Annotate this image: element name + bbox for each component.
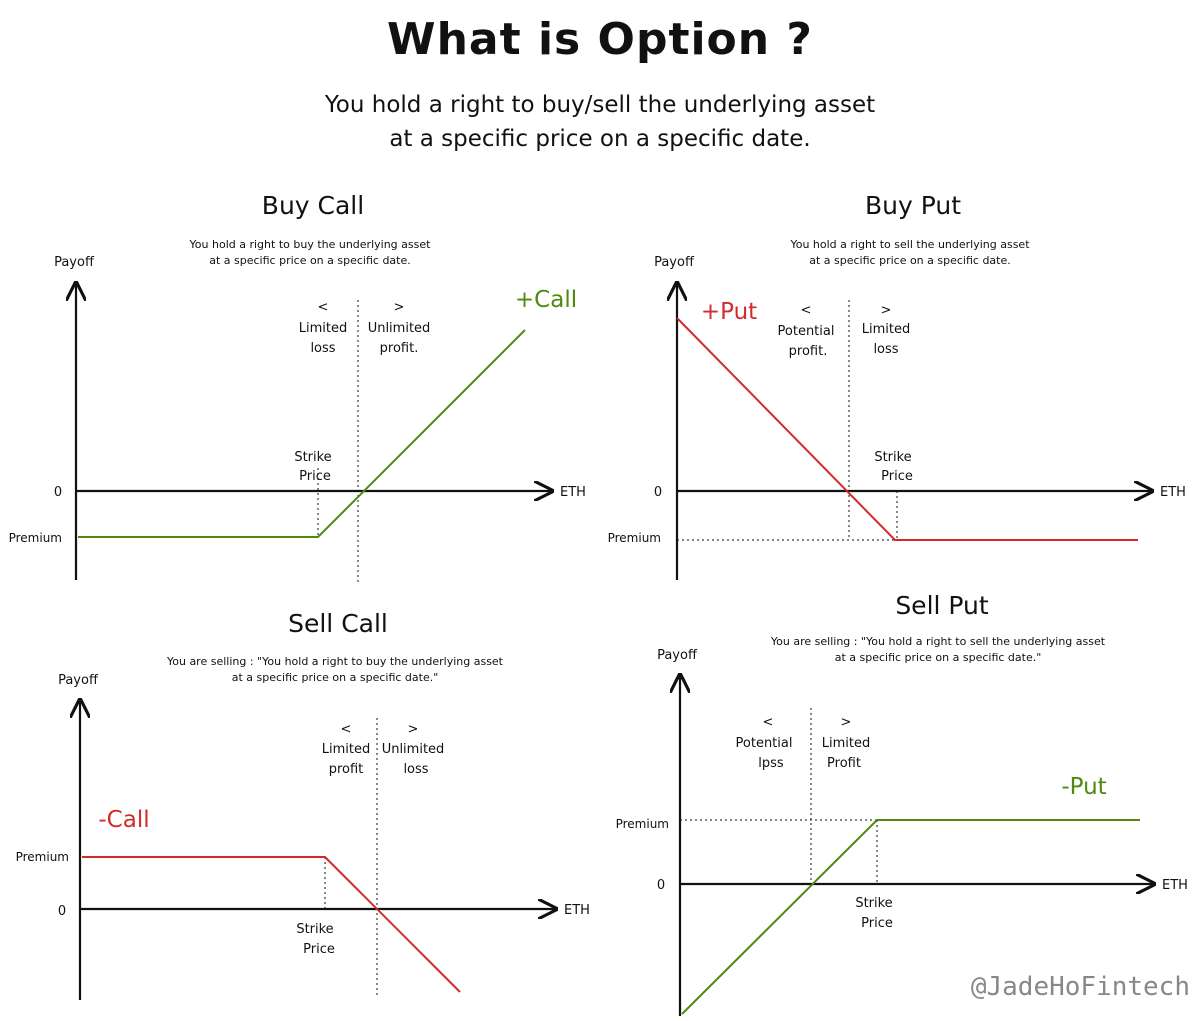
left-region-label-2: loss (310, 341, 335, 356)
panel-description-line-1: You are selling : "You hold a right to b… (166, 655, 504, 668)
strike-label-2: Price (303, 942, 335, 957)
premium-label: Premium (608, 531, 661, 545)
payoff-line (82, 856, 461, 993)
subtitle-line-1: You hold a right to buy/sell the underly… (324, 92, 876, 118)
left-arrow-glyph: < (341, 722, 352, 737)
right-region-label-2: Profit (827, 756, 861, 771)
page-title: What is Option ? (387, 14, 813, 65)
zero-label: 0 (58, 904, 66, 919)
y-axis-label: Payoff (54, 255, 95, 270)
strike-label-2: Price (881, 469, 913, 484)
panel-description-line-1: You hold a right to buy the underlying a… (189, 238, 432, 251)
right-arrow-glyph: > (841, 715, 852, 730)
left-arrow-glyph: < (763, 715, 774, 730)
payoff-line (681, 819, 1140, 1015)
strike-label-2: Price (861, 916, 893, 931)
x-axis-label: ETH (1162, 878, 1188, 893)
payoff-line (78, 329, 526, 538)
left-region-label-1: Potential (736, 736, 793, 751)
panel-description-line-1: You hold a right to sell the underlying … (789, 238, 1030, 251)
panel-description-line-2: at a specific price on a specific date. (809, 254, 1011, 267)
left-arrow-glyph: < (318, 300, 329, 315)
left-region-label-1: Limited (299, 321, 347, 336)
strike-label-2: Price (299, 469, 331, 484)
y-axis-label: Payoff (654, 255, 695, 270)
right-region-label-1: Unlimited (368, 321, 431, 336)
panel-description-line-2: at a specific price on a specific date." (835, 651, 1042, 664)
zero-label: 0 (657, 878, 665, 893)
panel-sell-call: Sell Call You are selling : "You hold a … (16, 609, 590, 1000)
left-region-label-1: Limited (322, 742, 370, 757)
panel-description-line-2: at a specific price on a specific date." (232, 671, 439, 684)
left-arrow-glyph: < (801, 303, 812, 318)
right-region-label-2: loss (403, 762, 428, 777)
strike-label-1: Strike (294, 450, 331, 465)
strike-label-1: Strike (296, 922, 333, 937)
payoff-line-label: +Put (701, 299, 757, 325)
panel-title: Buy Put (865, 191, 961, 220)
zero-label: 0 (654, 485, 662, 500)
right-arrow-glyph: > (394, 300, 405, 315)
panel-title: Sell Put (895, 591, 989, 620)
premium-label: Premium (616, 817, 669, 831)
x-axis-label: ETH (1160, 485, 1186, 500)
right-region-label-2: loss (873, 342, 898, 357)
left-region-label-2: profit (329, 762, 364, 777)
strike-label-1: Strike (874, 450, 911, 465)
strike-label-1: Strike (855, 896, 892, 911)
right-region-label-1: Limited (822, 736, 870, 751)
watermark: @JadeHoFintech (970, 972, 1190, 1002)
right-arrow-glyph: > (881, 303, 892, 318)
subtitle-line-2: at a specific price on a specific date. (389, 126, 811, 152)
payoff-line-label: -Call (98, 807, 149, 833)
panel-title: Buy Call (262, 191, 364, 220)
panel-sell-put: Sell Put You are selling : "You hold a r… (616, 591, 1188, 1016)
right-region-label-2: profit. (380, 341, 419, 356)
left-region-label-1: Potential (778, 324, 835, 339)
panel-title: Sell Call (288, 609, 388, 638)
payoff-line-label: -Put (1061, 774, 1106, 800)
y-axis-label: Payoff (657, 648, 698, 663)
payoff-line-label: +Call (515, 287, 577, 313)
zero-label: 0 (54, 485, 62, 500)
x-axis-label: ETH (564, 903, 590, 918)
panel-buy-call: Buy Call You hold a right to buy the und… (9, 191, 586, 582)
payoff-line (676, 317, 1138, 541)
left-region-label-2: lpss (758, 756, 784, 771)
panel-description-line-1: You are selling : "You hold a right to s… (770, 635, 1106, 648)
premium-label: Premium (16, 850, 69, 864)
panel-description-line-2: at a specific price on a specific date. (209, 254, 411, 267)
premium-label: Premium (9, 531, 62, 545)
left-region-label-2: profit. (789, 344, 828, 359)
right-region-label-1: Unlimited (382, 742, 445, 757)
right-region-label-1: Limited (862, 322, 910, 337)
panel-buy-put: Buy Put You hold a right to sell the und… (608, 191, 1186, 580)
y-axis-label: Payoff (58, 673, 99, 688)
right-arrow-glyph: > (408, 722, 419, 737)
x-axis-label: ETH (560, 485, 586, 500)
